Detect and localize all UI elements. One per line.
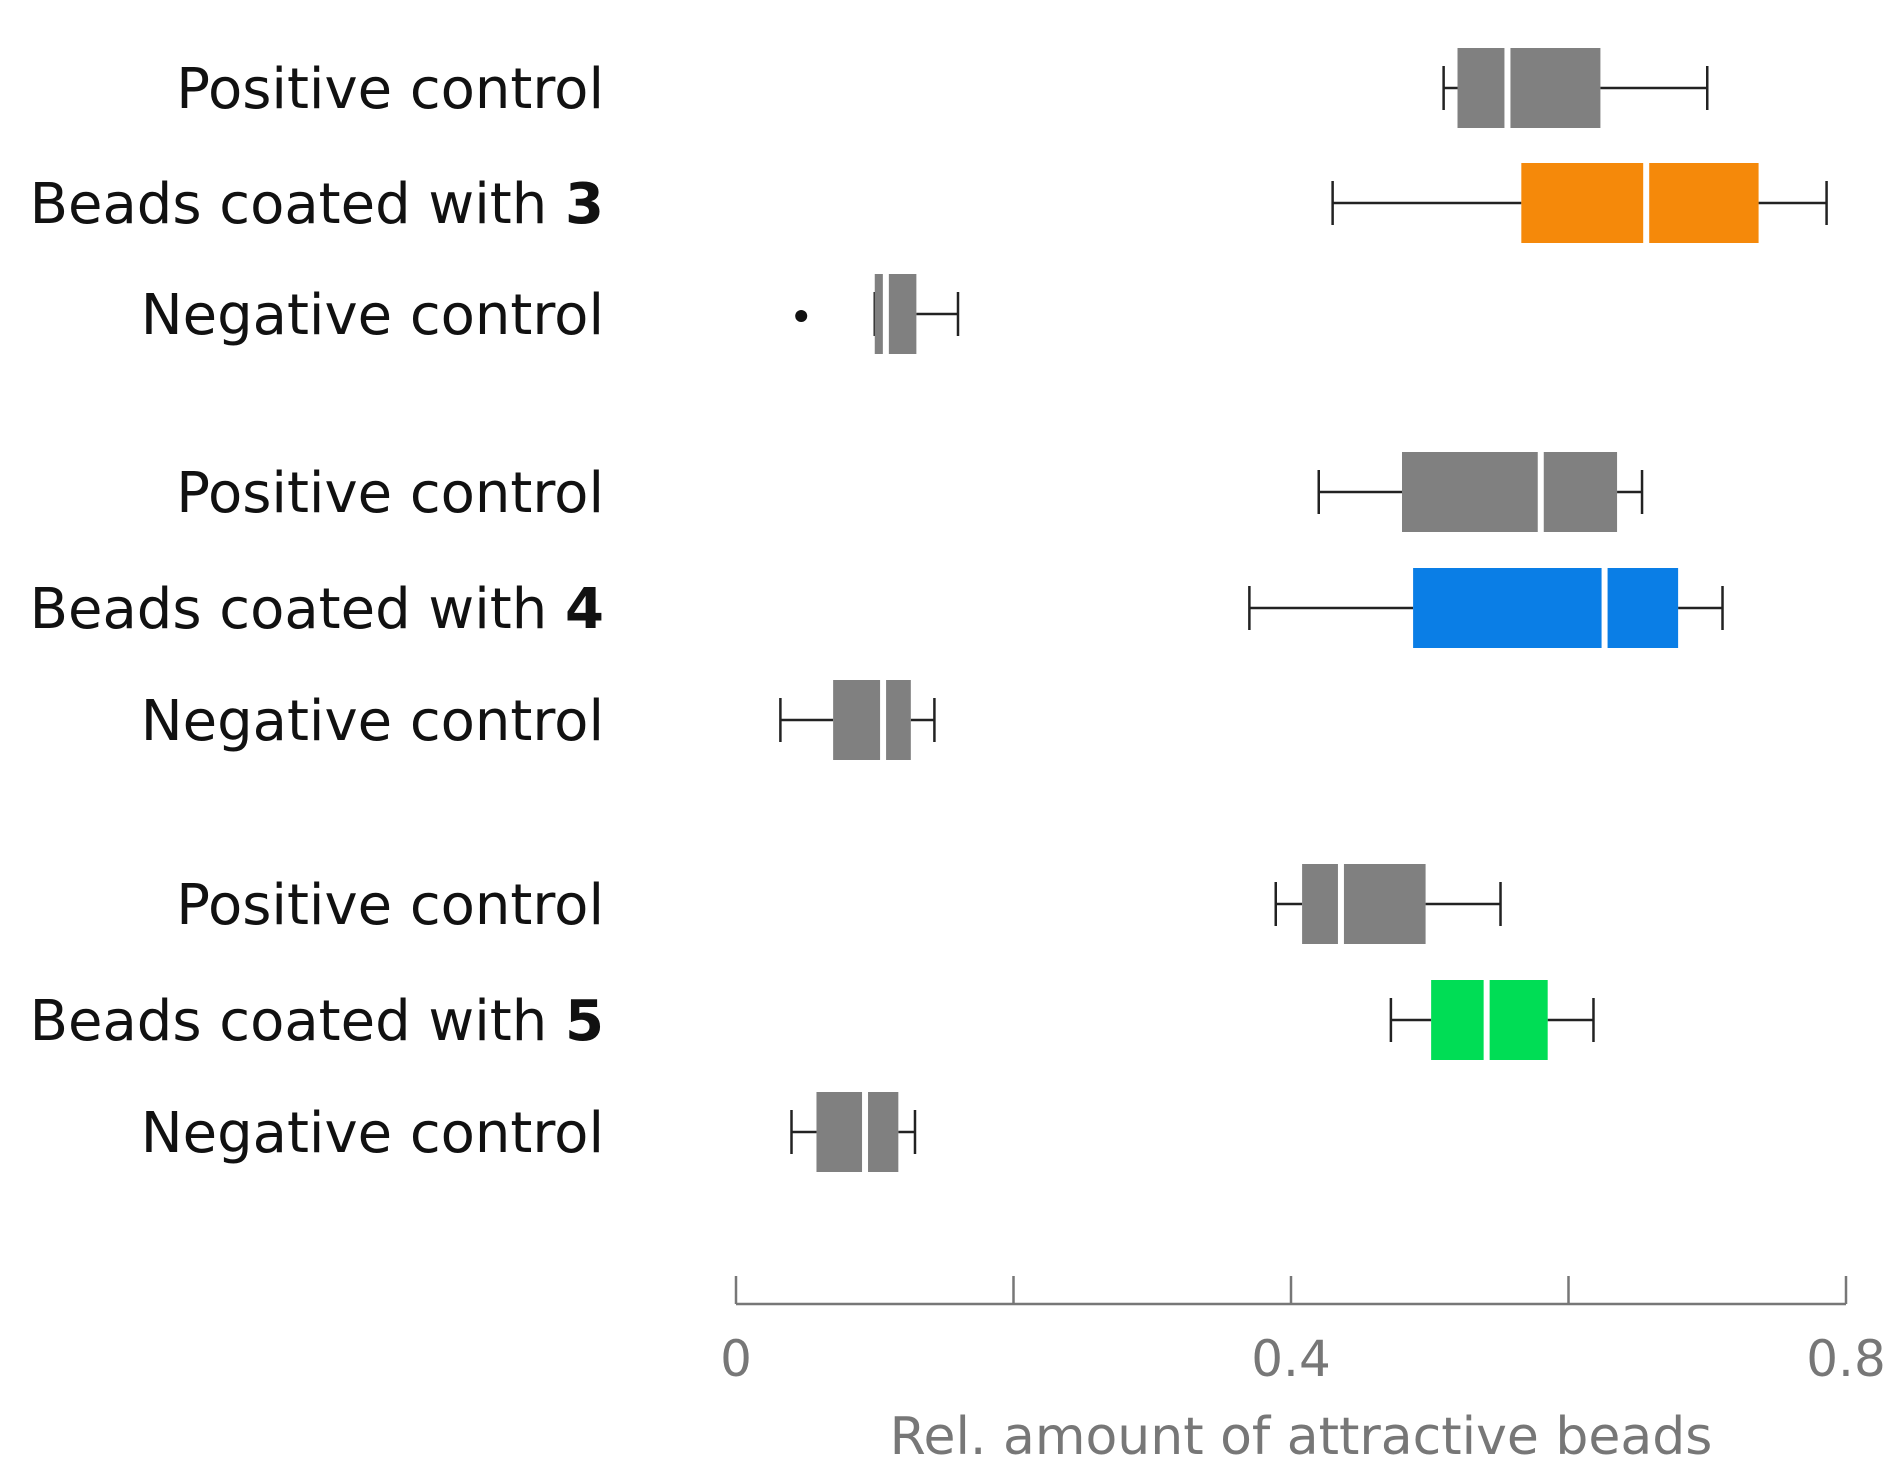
group-3-row-3-label: Negative control (141, 1101, 604, 1166)
group-3-row-2-label-text: Beads coated with (30, 989, 565, 1054)
group-2-row-2-label-text: Beads coated with (30, 577, 565, 642)
x-tick-label-2: 0.4 (1251, 1330, 1331, 1388)
group-1-row-3-label-text: Negative control (141, 283, 604, 348)
group-2-row-1-box (1402, 452, 1618, 532)
group-1-row-2-box (1521, 163, 1759, 243)
group-1-row-3-label: Negative control (141, 283, 604, 348)
group-2-row-3-box (833, 680, 911, 760)
group-2-row-1-label: Positive control (176, 461, 604, 526)
group-3-row-1-box (1302, 864, 1426, 944)
group-1-row-1: Positive control (176, 48, 1709, 128)
group-3-row-2-label-compound-number: 5 (565, 989, 604, 1054)
group-1-row-1-box (1457, 48, 1601, 128)
group-3-row-1-label-text: Positive control (176, 873, 604, 938)
group-1-row-1-label: Positive control (176, 57, 604, 122)
group-1-row-2-label: Beads coated with 3 (30, 172, 604, 237)
group-3-row-2-label: Beads coated with 5 (30, 989, 604, 1054)
group-3-row-3-box (816, 1092, 899, 1172)
group-3-row-1-label: Positive control (176, 873, 604, 938)
group-3-row-3: Negative control (141, 1092, 917, 1172)
group-1-row-3: Negative control (141, 274, 960, 354)
group-3-row-2: Beads coated with 5 (30, 980, 1595, 1060)
group-2-row-3: Negative control (141, 680, 936, 760)
group-2-row-3-label: Negative control (141, 689, 604, 754)
group-3-row-1: Positive control (176, 864, 1502, 944)
x-axis: 0 0.4 0.8 Rel. amount of attractive beads (720, 1276, 1886, 1467)
group-2-row-2-label: Beads coated with 4 (30, 577, 604, 642)
x-axis-ticks: 0 0.4 0.8 (720, 1276, 1886, 1388)
x-axis-title: Rel. amount of attractive beads (890, 1407, 1713, 1467)
group-2-row-2-label-compound-number: 4 (565, 577, 604, 642)
group-2-row-2-box (1413, 568, 1679, 648)
group-1-row-3-outlier-1 (795, 310, 808, 322)
group-2-row-1-label-text: Positive control (176, 461, 604, 526)
group-1-row-3-box (874, 274, 917, 354)
group-1-row-2-label-text: Beads coated with (30, 172, 565, 237)
x-tick-label-1: 0 (720, 1330, 752, 1388)
group-2-row-1: Positive control (176, 452, 1644, 532)
group-1-row-2: Beads coated with 3 (30, 163, 1828, 243)
x-tick-label-3: 0.8 (1806, 1330, 1886, 1388)
group-2-row-3-label-text: Negative control (141, 689, 604, 754)
box-rows: Positive control Beads coated with 3 Negat… (30, 48, 1828, 1172)
group-1-row-2-label-compound-number: 3 (565, 172, 604, 237)
group-1-row-1-label-text: Positive control (176, 57, 604, 122)
group-3-row-3-label-text: Negative control (141, 1101, 604, 1166)
group-2-row-2: Beads coated with 4 (30, 568, 1724, 648)
